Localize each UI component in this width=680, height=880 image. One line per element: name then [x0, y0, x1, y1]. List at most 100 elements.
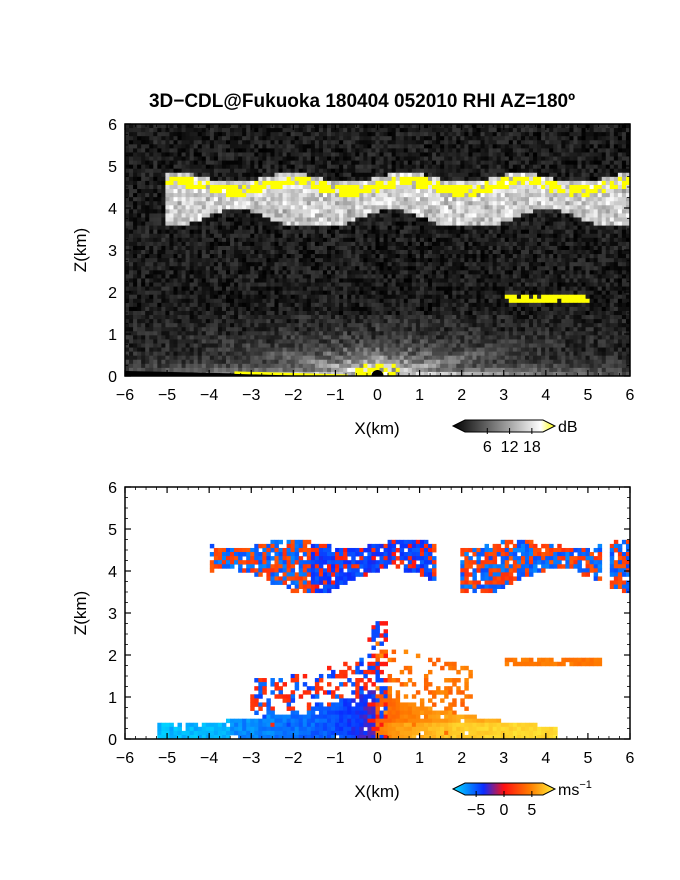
intensity-cell [415, 254, 421, 259]
intensity-cell [161, 229, 166, 235]
intensity-cell [335, 225, 340, 231]
intensity-cell [593, 189, 599, 194]
intensity-cell [565, 209, 570, 214]
intensity-cell [133, 156, 138, 161]
intensity-cell [274, 132, 279, 137]
intensity-cell [230, 168, 235, 174]
intensity-cell [432, 156, 437, 161]
intensity-cell [415, 213, 421, 218]
intensity-cell [553, 282, 558, 287]
intensity-cell [351, 160, 356, 166]
intensity-cell [213, 128, 219, 133]
intensity-cell [593, 282, 599, 287]
intensity-cell [133, 233, 138, 239]
intensity-cell [387, 152, 393, 157]
intensity-cell [339, 148, 344, 153]
intensity-cell [201, 160, 207, 166]
intensity-cell [209, 270, 215, 275]
intensity-cell [436, 164, 441, 170]
intensity-cell [452, 225, 457, 231]
intensity-cell [217, 205, 223, 210]
intensity-cell [185, 189, 191, 194]
intensity-cell [436, 156, 441, 161]
intensity-cell [407, 168, 413, 174]
intensity-cell [609, 209, 615, 214]
intensity-cell [234, 278, 239, 283]
intensity-cell [508, 209, 514, 214]
intensity-cell [322, 250, 328, 255]
intensity-cell [343, 152, 348, 157]
intensity-cell [181, 274, 186, 279]
intensity-cell [153, 237, 158, 243]
intensity-cell [266, 245, 271, 251]
intensity-cell [310, 258, 316, 263]
intensity-cell [173, 193, 178, 198]
intensity-cell [585, 128, 590, 133]
intensity-cell [613, 262, 619, 267]
intensity-cell [327, 274, 332, 279]
intensity-cell [419, 282, 425, 287]
intensity-cell [234, 266, 239, 271]
intensity-cell [282, 172, 287, 178]
intensity-cell [213, 184, 219, 190]
intensity-cell [318, 254, 324, 259]
intensity-cell [403, 132, 409, 137]
intensity-cell [601, 144, 607, 149]
intensity-cell [359, 160, 364, 166]
intensity-cell [524, 164, 530, 170]
intensity-cell [363, 180, 368, 186]
intensity-cell [448, 160, 453, 166]
intensity-cell [436, 233, 441, 239]
intensity-cell [250, 176, 255, 182]
intensity-cell [573, 193, 578, 198]
intensity-cell [432, 197, 437, 202]
intensity-cell [488, 144, 494, 149]
intensity-cell [205, 160, 211, 166]
intensity-cell [621, 245, 627, 251]
intensity-cell [314, 148, 320, 153]
intensity-cell [533, 282, 538, 287]
intensity-cell [343, 164, 348, 170]
intensity-cell [226, 132, 231, 137]
intensity-cell [537, 140, 542, 145]
intensity-cell [339, 128, 344, 133]
intensity-cell [597, 184, 603, 190]
intensity-cell [355, 124, 360, 129]
intensity-cell [480, 254, 485, 259]
intensity-cell [484, 193, 489, 198]
intensity-cell [553, 144, 558, 149]
intensity-cell [557, 270, 562, 275]
intensity-cell [549, 189, 554, 194]
intensity-cell [217, 213, 223, 218]
intensity-cell [524, 132, 530, 137]
intensity-cell [141, 274, 146, 279]
intensity-cell [537, 160, 542, 166]
intensity-cell [573, 221, 578, 227]
intensity-cell [387, 201, 393, 206]
intensity-panel: 3D−CDL@Fukuoka 180404 052010 RHI AZ=180º… [71, 91, 635, 456]
intensity-cell [476, 225, 481, 231]
intensity-cell [512, 176, 518, 182]
intensity-cell [432, 184, 437, 190]
intensity-cell [363, 156, 368, 161]
intensity-cell [205, 128, 211, 133]
intensity-cell [129, 180, 134, 186]
intensity-cell [165, 241, 170, 247]
intensity-cell [209, 156, 215, 161]
intensity-cell [177, 144, 182, 149]
intensity-cell [266, 258, 271, 263]
intensity-cell [213, 282, 219, 287]
intensity-cell [569, 124, 574, 129]
intensity-cell [609, 213, 615, 218]
intensity-cell [577, 237, 582, 243]
intensity-cell [565, 132, 570, 137]
intensity-cell [524, 136, 530, 141]
intensity-cell [185, 217, 191, 222]
intensity-cell [339, 282, 344, 287]
intensity-cell [581, 250, 586, 255]
intensity-cell [290, 140, 296, 145]
intensity-cell [456, 262, 461, 267]
intensity-cell [327, 128, 332, 133]
intensity-cell [250, 144, 255, 149]
intensity-cell [565, 152, 570, 157]
